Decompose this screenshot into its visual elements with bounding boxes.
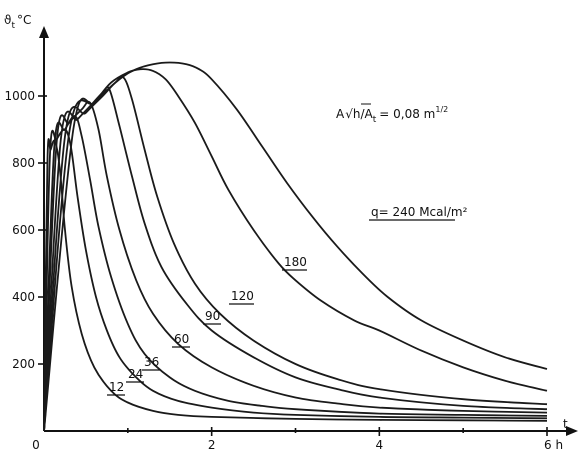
y-tick-label: 1000: [4, 89, 35, 103]
x-axis-arrow: [566, 426, 578, 436]
y-tick-label: 400: [12, 290, 35, 304]
series-label: 60: [174, 332, 189, 346]
y-tick-label: 200: [12, 357, 35, 371]
series-label: 90: [205, 309, 220, 323]
y-axis-arrow: [39, 26, 49, 38]
series-line-60: [43, 100, 548, 432]
x-tick-label: 0: [32, 438, 40, 452]
y-tick-label: 600: [12, 223, 35, 237]
svg-text:A√h/At= 0,08 m1/2: A√h/At = 0,08 m1/2: [336, 105, 448, 125]
x-tick-label: 6 h: [544, 438, 563, 452]
series-label: 120: [231, 289, 254, 303]
series-line-36: [43, 115, 548, 432]
y-axis-label: ϑt °C: [4, 13, 31, 31]
curves: [43, 61, 548, 432]
x-tick-label: 4: [376, 438, 384, 452]
series-line-120: [43, 75, 548, 432]
series-line-180: [43, 68, 548, 432]
series-label: 180: [284, 255, 307, 269]
y-tick-label: 800: [12, 156, 35, 170]
series-label: 36: [144, 355, 159, 369]
series-label: 12: [109, 380, 124, 394]
series-label: 24: [128, 367, 143, 381]
series-label: q= 240 Mcal/m²: [371, 205, 468, 219]
x-tick-label: 2: [208, 438, 216, 452]
series-line-90: [43, 86, 548, 432]
annotation-slash: /A: [360, 107, 373, 121]
x-axis-label: t: [563, 417, 568, 431]
sqrt-symbol: √: [345, 107, 353, 121]
series-line-q-240-mcal-m-: [43, 61, 548, 432]
annotation: A√h/At = 0,08 m1/2: [336, 103, 448, 125]
